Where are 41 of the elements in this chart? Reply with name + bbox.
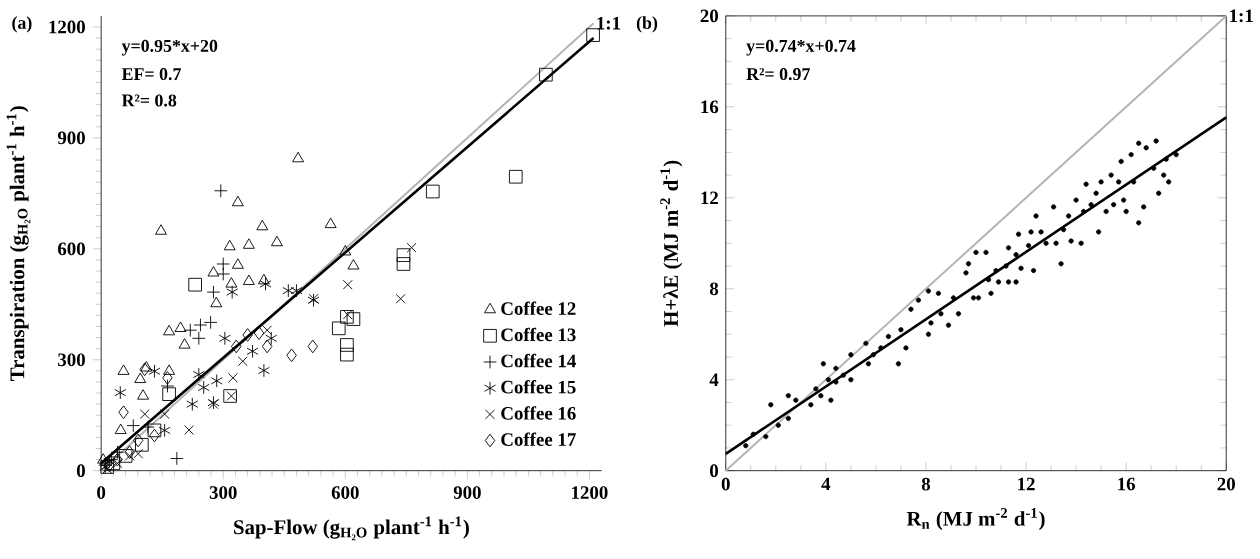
- x-tick-label: 1200: [572, 486, 608, 499]
- y-tick-label: 900: [57, 131, 85, 145]
- x-tick-label: 8: [921, 477, 931, 491]
- legend-label: Coffee 16: [501, 406, 576, 420]
- x-axis-title: Sap-Flow (g$_{H₂O}$ plant$^{-1}$ h$^{-1}$): [234, 516, 469, 541]
- legend-label: Coffee 13: [501, 327, 576, 342]
- x-tick-label: 600: [331, 486, 359, 499]
- annotation: y=0.95*x+20: [121, 39, 218, 56]
- x-tick-label: 900: [453, 486, 481, 499]
- x-tick-label: 0: [721, 477, 730, 491]
- legend-label: Coffee 17: [501, 432, 576, 446]
- x-tick-label: 4: [821, 477, 831, 491]
- annotation: 1:1: [597, 16, 621, 30]
- legend-label: Coffee 15: [501, 380, 576, 394]
- y-tick-label: 1200: [49, 20, 85, 34]
- text: (a): [12, 16, 32, 33]
- x-tick-label: 16: [1118, 477, 1136, 491]
- legend-label: Coffee 12: [501, 301, 576, 315]
- x-tick-label: 12: [1018, 477, 1035, 491]
- y-tick-label: 16: [701, 100, 719, 114]
- y-tick-label: 8: [709, 282, 719, 296]
- x-axis-title: R$_{n}$ (MJ m$^{-2}$ d$^{-1}$): [906, 507, 1045, 530]
- x-tick-label: 0: [97, 486, 106, 499]
- y-tick-label: 300: [58, 353, 85, 367]
- text: (b): [636, 16, 658, 33]
- annotation: R²= 0.97: [746, 67, 810, 81]
- annotation: R²= 0.8: [121, 94, 177, 107]
- y-axis-title: Transpiration (g$_{H₂O}$ plant$^{-1}$ h$^{-1}$): [6, 106, 31, 381]
- x-tick-label: 20: [1217, 477, 1235, 491]
- annotation: EF= 0.7: [121, 67, 181, 81]
- y-tick-label: 600: [58, 242, 85, 256]
- annotation: y=0.74*x+0.74: [746, 39, 856, 56]
- y-tick-label: 0: [76, 464, 85, 478]
- y-axis-title: H+λE (MJ m$^{-2}$ d$^{-1}$): [660, 160, 683, 327]
- y-tick-label: 20: [700, 9, 719, 23]
- legend-label: Coffee 14: [501, 353, 576, 368]
- annotation: 1:1: [1230, 9, 1253, 23]
- x-tick-label: 300: [209, 486, 237, 499]
- y-tick-label: 0: [710, 464, 719, 478]
- y-tick-label: 4: [709, 373, 719, 386]
- y-tick-label: 12: [701, 191, 718, 205]
